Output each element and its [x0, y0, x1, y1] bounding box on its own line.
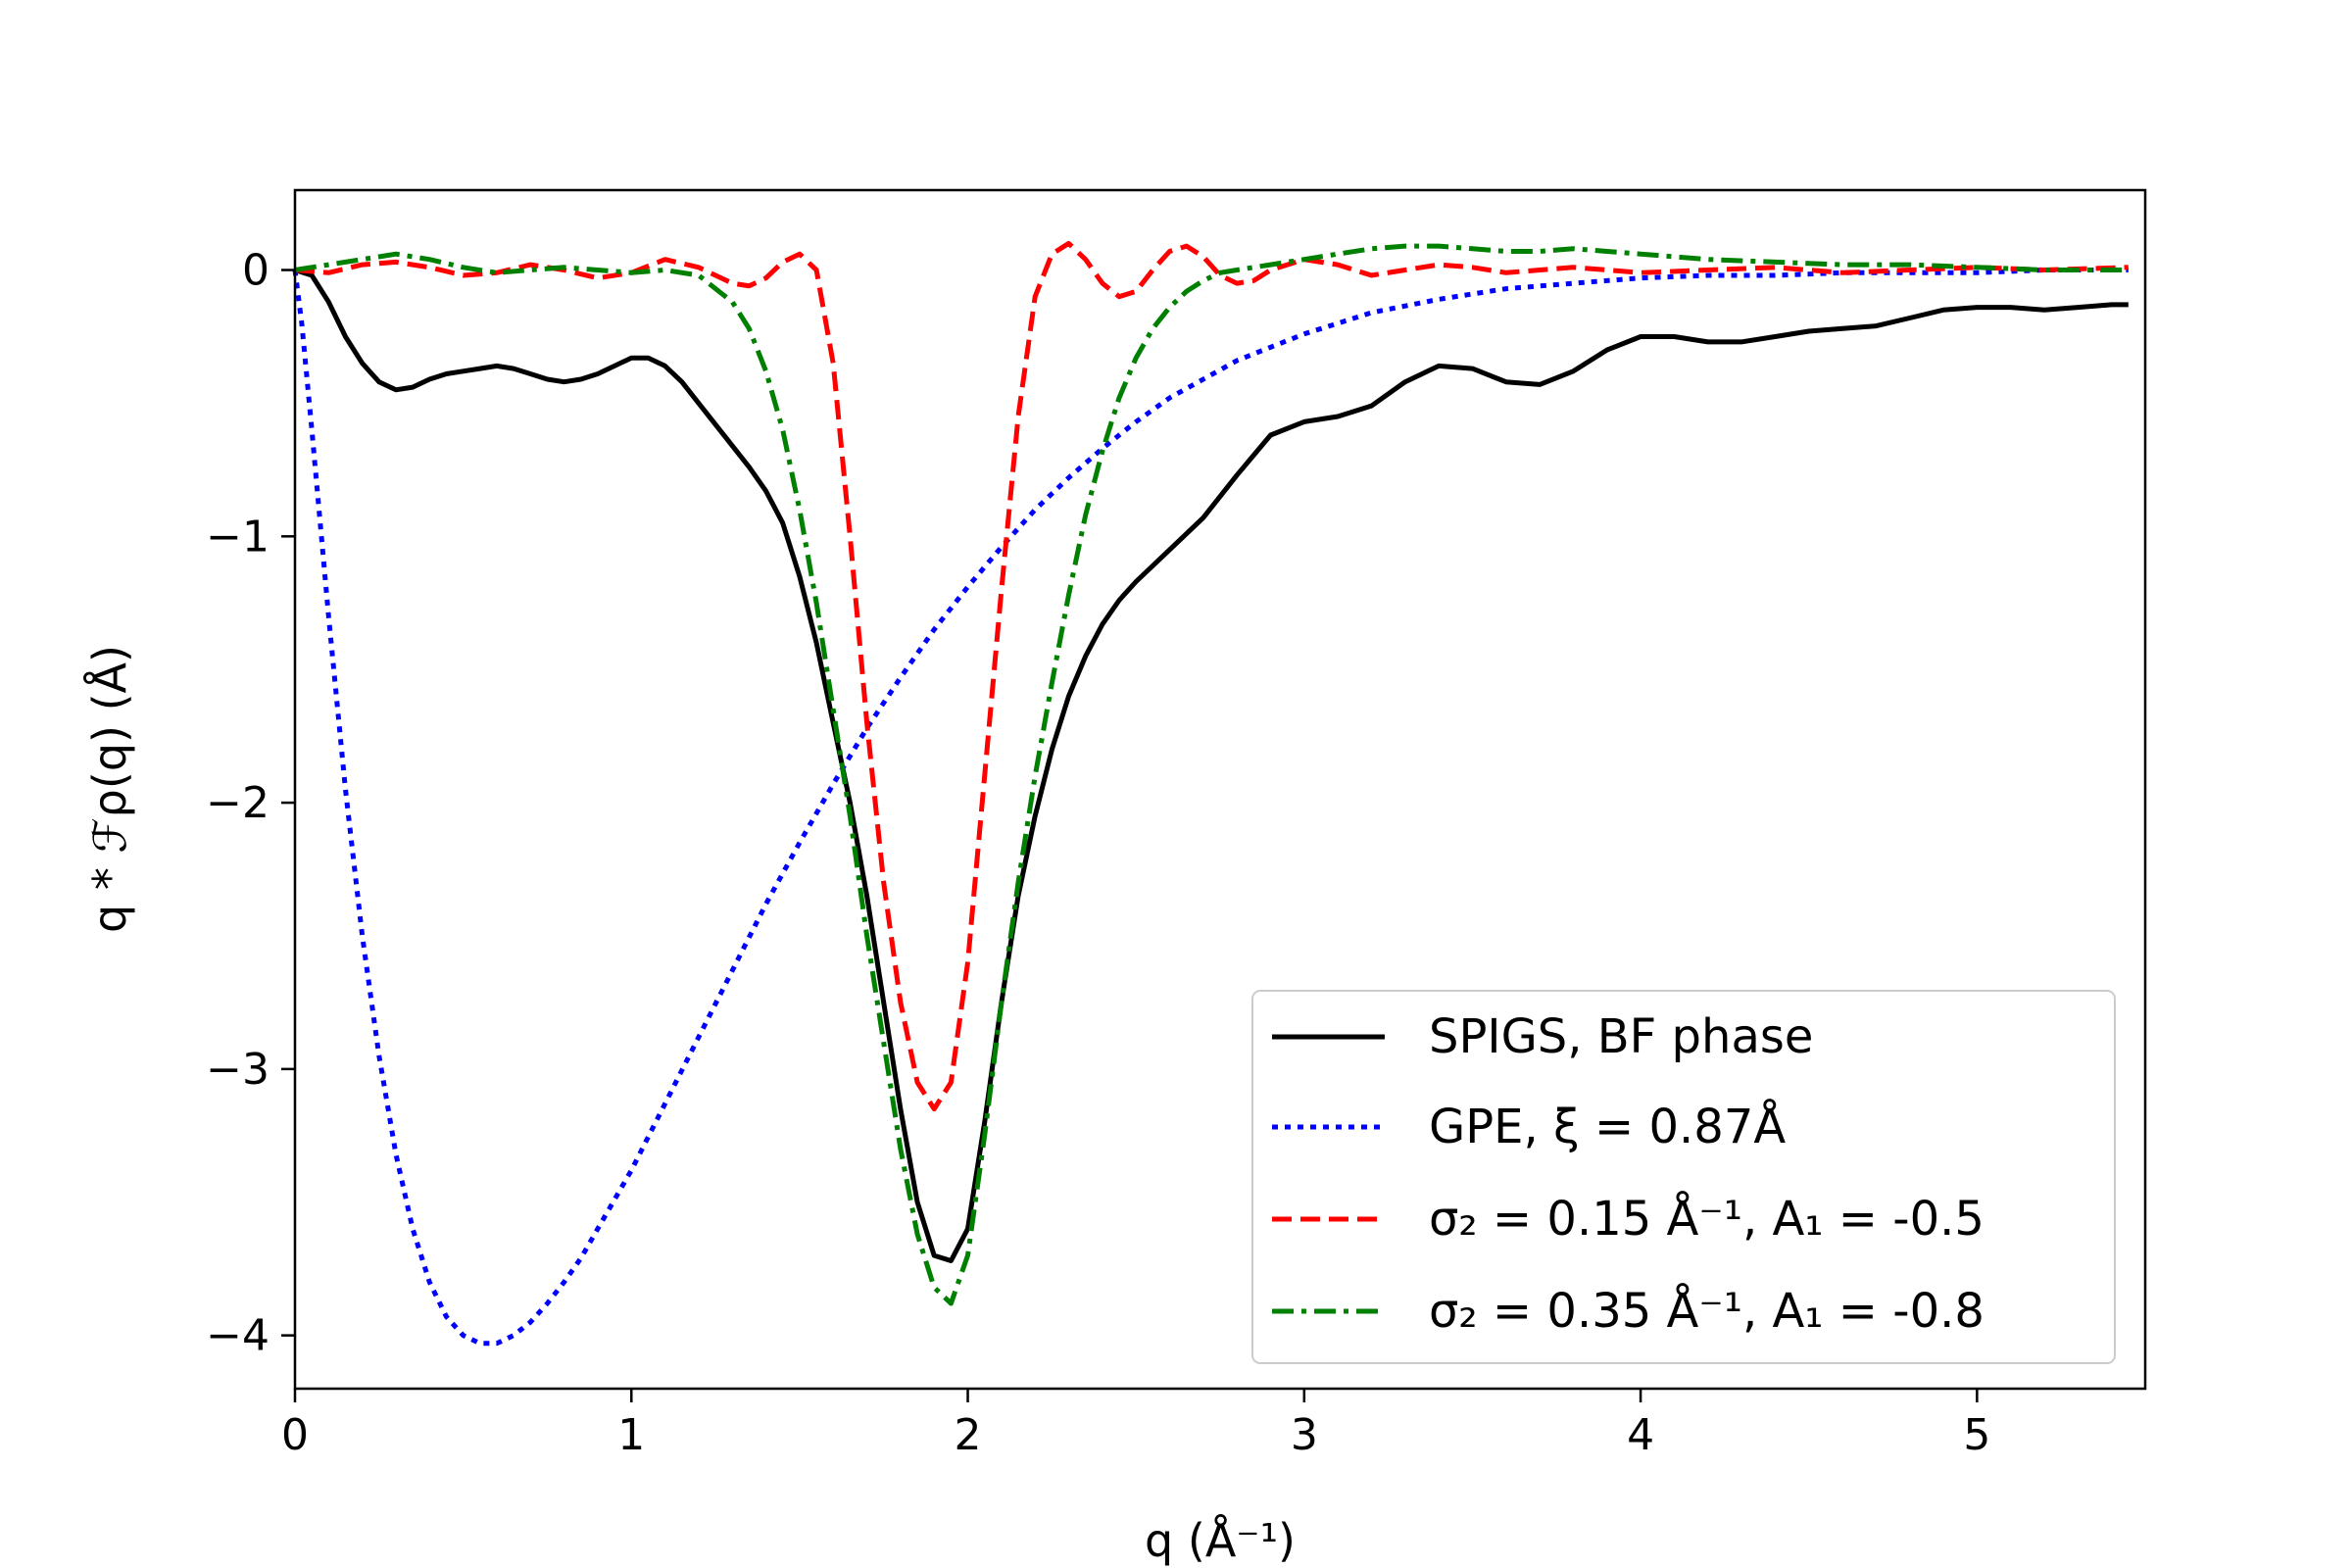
series-line-gpe [292, 268, 2129, 1347]
series-layer [292, 240, 2129, 1347]
x-tick-label: 5 [1963, 1410, 1990, 1460]
y-axis-label: q * ℱρ(q) (Å) [83, 645, 136, 933]
x-axis-label: q (Å⁻¹) [1145, 1514, 1296, 1567]
y-tick-label: 0 [242, 246, 270, 296]
x-tick-label: 1 [617, 1410, 645, 1460]
plot-frame [293, 188, 2147, 1391]
series-line-spigs-bf-phase [294, 268, 2129, 1263]
x-tick-label: 3 [1291, 1410, 1318, 1460]
ticks-layer: 0 1 2 3 4 5 0 −1 −2 −3 −4 [206, 246, 1990, 1460]
x-tick-label: 4 [1627, 1410, 1654, 1460]
series-line-sigma2-0-35 [294, 243, 2129, 1306]
legend-label-spigs: SPIGS, BF phase [1429, 1009, 1813, 1064]
y-tick-label: −2 [206, 778, 270, 828]
legend-label-sigma035: σ₂ = 0.35 Å⁻¹, A₁ = -0.8 [1429, 1283, 1984, 1339]
legend-label-sigma015: σ₂ = 0.15 Å⁻¹, A₁ = -0.5 [1429, 1191, 1984, 1247]
y-tick-label: −1 [206, 512, 270, 562]
legend-label-gpe: GPE, ξ = 0.87Å [1429, 1099, 1786, 1154]
x-tick-label: 2 [955, 1410, 982, 1460]
series-line-sigma2-0-15 [294, 240, 2129, 1112]
y-tick-label: −4 [206, 1311, 270, 1361]
legend-box [1251, 990, 2116, 1364]
legend: SPIGS, BF phase GPE, ξ = 0.87Å σ₂ = 0.15… [1251, 990, 2116, 1364]
y-tick-label: −3 [206, 1045, 270, 1095]
x-tick-label: 0 [281, 1410, 309, 1460]
